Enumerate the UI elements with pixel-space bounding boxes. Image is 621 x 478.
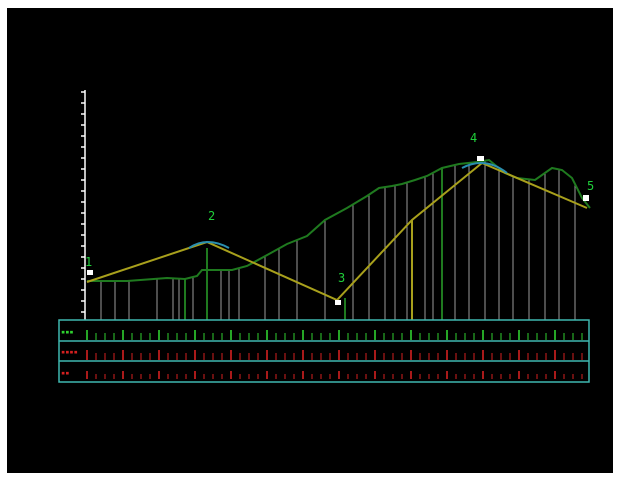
profile-drawing-canvas: 1 2 3 4 5 ▪▪▪ ▪▪▪▪ ▪▪ — [7, 8, 613, 473]
pvi-marker-3 — [335, 300, 341, 305]
pvi-marker-4 — [477, 156, 484, 161]
design-grade-line — [86, 161, 588, 302]
pvi-label-5: 5 — [587, 179, 594, 193]
ground-spikes — [184, 168, 443, 320]
table-row-label-1: ▪▪▪ — [61, 328, 74, 336]
pvi-labels: 1 2 3 4 5 — [85, 131, 594, 285]
pvi-markers — [87, 156, 589, 305]
profile-diagram: 1 2 3 4 5 ▪▪▪ ▪▪▪▪ ▪▪ — [58, 90, 594, 383]
ground-line — [87, 158, 591, 282]
station-lines — [100, 160, 576, 320]
data-table — [58, 319, 590, 383]
pvi-marker-5 — [583, 195, 589, 201]
table-frame — [58, 319, 590, 383]
y-axis — [81, 90, 86, 320]
vertical-curve-4 — [461, 162, 508, 174]
table-row-label-2: ▪▪▪▪ — [61, 348, 78, 356]
vertical-curve-2 — [188, 241, 230, 249]
table-row-labels: ▪▪▪ ▪▪▪▪ ▪▪ — [61, 328, 78, 377]
table-tick-rows — [86, 330, 583, 379]
pvi-label-1: 1 — [85, 255, 92, 269]
pvi-label-4: 4 — [470, 131, 477, 145]
pvi-label-3: 3 — [338, 271, 345, 285]
pvi-label-2: 2 — [208, 209, 215, 223]
table-row-label-3: ▪▪ — [61, 369, 69, 377]
pvi-marker-1 — [87, 270, 93, 275]
